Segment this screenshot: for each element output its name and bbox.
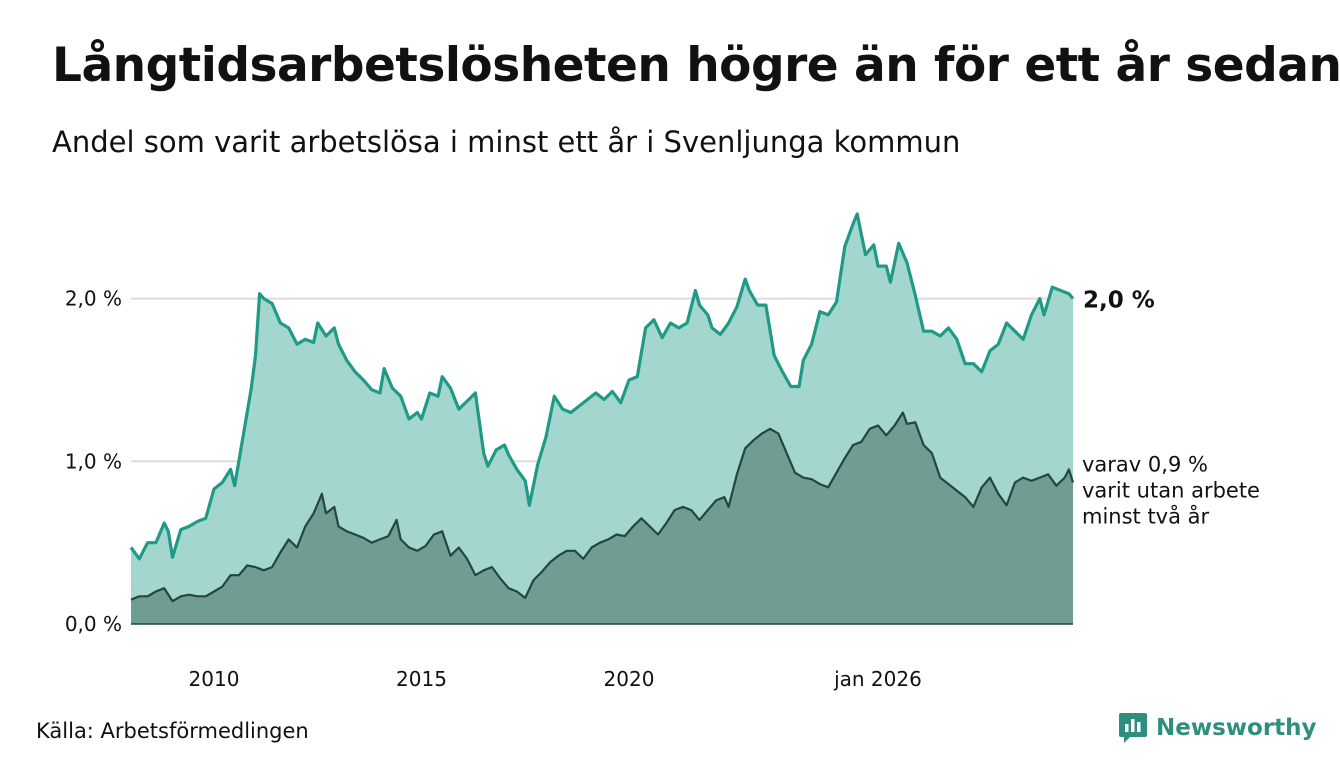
chart-title: Långtidsarbetslösheten högre än för ett … (52, 38, 1340, 93)
secondary-series-note: varav 0,9 % (1082, 452, 1208, 476)
y-tick-label: 1,0 % (65, 449, 122, 473)
brand-name: Newsworthy (1156, 715, 1317, 741)
series-line-total (129, 212, 1075, 561)
newsworthy-logo-icon (1119, 713, 1147, 743)
end-value-label: 2,0 % (1083, 288, 1155, 314)
series-areas (129, 212, 1075, 625)
source-note: Källa: Arbetsförmedlingen (36, 719, 309, 743)
series-area-longterm (131, 412, 1073, 624)
y-tick-label: 2,0 % (65, 287, 122, 311)
series-line-longterm (130, 411, 1075, 603)
secondary-series-note: varit utan arbete (1082, 478, 1260, 502)
y-axis: 0,0 % 1,0 % 2,0 % (65, 287, 122, 636)
x-tick-label: jan 2026 (833, 667, 922, 691)
x-tick-label: 2015 (396, 667, 447, 691)
y-tick-label: 0,0 % (65, 612, 122, 636)
brand-logo: Newsworthy (1118, 712, 1317, 744)
secondary-series-note: minst två år (1082, 503, 1210, 528)
x-axis: 2010 2015 2020 jan 2026 (189, 667, 922, 691)
x-tick-label: 2020 (604, 667, 655, 691)
x-tick-label: 2010 (189, 667, 240, 691)
chart-subtitle: Andel som varit arbetslösa i minst ett å… (52, 125, 961, 159)
